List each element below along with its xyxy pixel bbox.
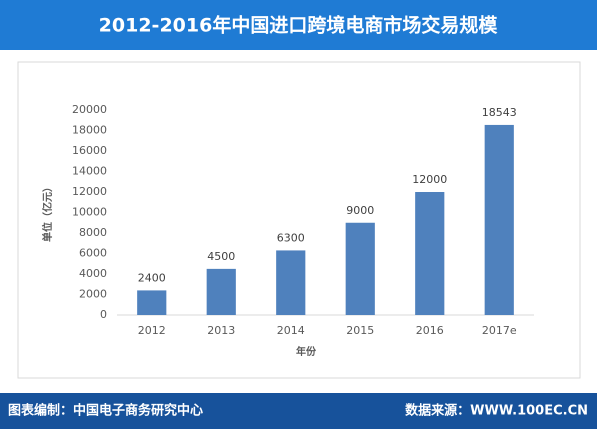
bar [206, 268, 236, 315]
y-tick-label: 0 [100, 308, 107, 321]
y-tick-label: 18000 [72, 124, 107, 137]
bar [484, 124, 514, 315]
y-tick-label: 8000 [79, 226, 107, 239]
footer-left: 图表编制：中国电子商务研究中心 [8, 403, 203, 419]
y-tick-label: 14000 [72, 165, 107, 178]
x-tick-label: 2013 [207, 324, 235, 337]
bar [345, 222, 375, 315]
y-axis-label: 单位（亿元） [41, 182, 54, 242]
y-tick-label: 20000 [72, 103, 107, 116]
x-tick-label: 2016 [416, 324, 444, 337]
y-tick-label: 10000 [72, 206, 107, 219]
value-label: 9000 [346, 204, 374, 217]
x-axis-label: 年份 [296, 345, 317, 358]
y-tick-label: 2000 [79, 288, 107, 301]
y-tick-label: 4000 [79, 267, 107, 280]
bar [137, 290, 167, 315]
footer-bar [0, 393, 597, 429]
bar [415, 192, 445, 315]
y-tick-label: 6000 [79, 247, 107, 260]
header-banner [0, 0, 597, 50]
chart-title: 2012-2016年中国进口跨境电商市场交易规模 [99, 14, 499, 37]
value-label: 18543 [482, 106, 517, 119]
x-tick-label: 2017e [482, 324, 517, 337]
y-tick-label: 16000 [72, 144, 107, 157]
bar [276, 250, 306, 315]
x-tick-label: 2015 [346, 324, 374, 337]
footer-right: 数据来源：WWW.100EC.CN [405, 403, 588, 419]
value-label: 6300 [277, 231, 305, 244]
value-label: 2400 [138, 271, 166, 284]
x-tick-label: 2012 [138, 324, 166, 337]
y-tick-label: 12000 [72, 185, 107, 198]
value-label: 4500 [207, 250, 235, 263]
value-label: 12000 [412, 173, 447, 186]
x-tick-label: 2014 [277, 324, 305, 337]
